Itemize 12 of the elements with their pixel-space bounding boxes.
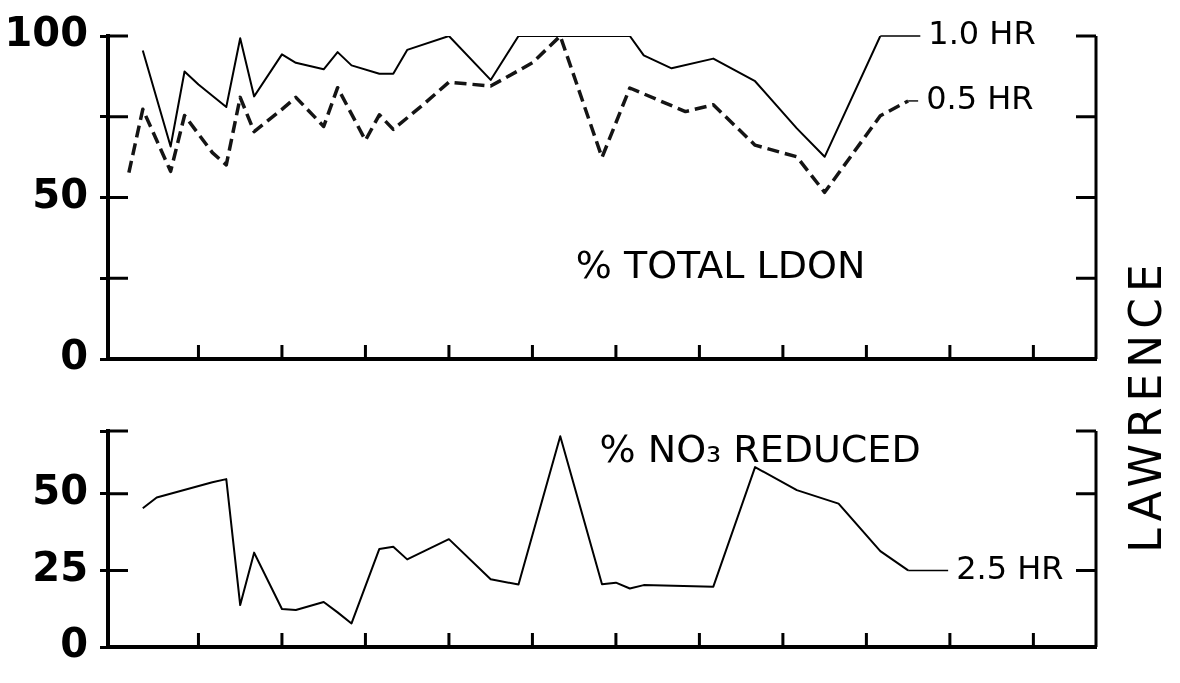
legend-label: 1.0 HR [928,14,1036,53]
y-tick-label: 0 [60,620,88,667]
legend-label: 0.5 HR [926,79,1034,118]
y-tick-label: 0 [60,332,88,379]
annotation: % TOTAL LDON [575,243,866,288]
y-tick-label: 25 [32,543,88,590]
annotation: % NO₃ REDUCED [599,427,921,472]
legend-label: 2.5 HR [956,548,1064,587]
y-tick-label: 50 [32,467,88,514]
text: LAWRENCE [1119,257,1171,553]
y-tick-label: 100 [4,9,88,56]
y-tick-label: 50 [32,170,88,217]
